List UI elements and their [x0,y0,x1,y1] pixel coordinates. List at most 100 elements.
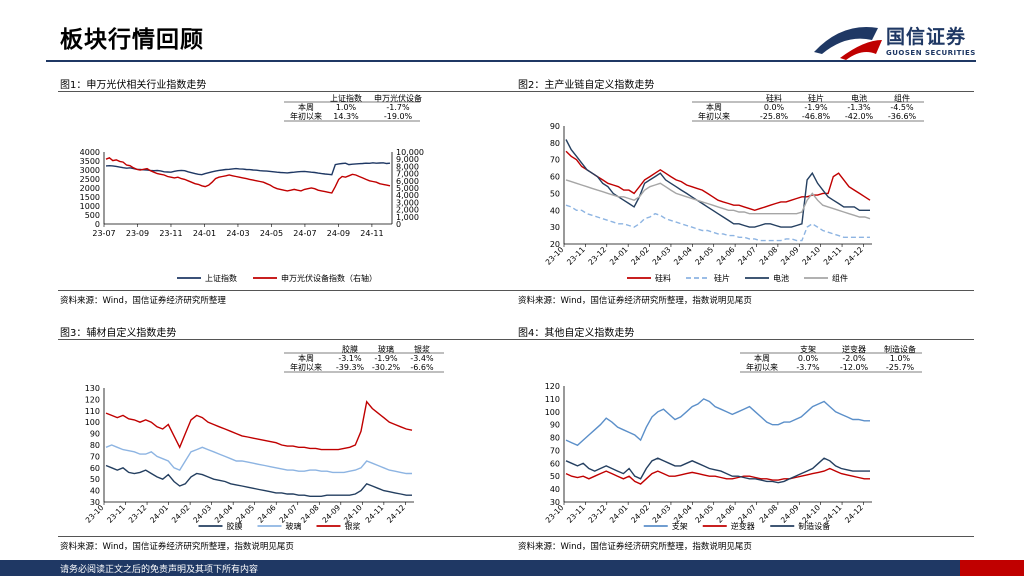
series-line [565,150,871,212]
stat-row-label: 年初以来 [290,111,322,121]
panel-c3: 图3：辅材自定义指数走势 胶膜 玻璃 银浆 本周 -3.1% -1.9% -3.4% 年初以来… [58,322,516,552]
x-tick-label: 23-10 [544,245,566,267]
x-tick-label: 24-08 [758,503,780,525]
logo-text-en: GUOSEN SECURITIES [886,49,976,57]
x-tick-label: 24-12 [843,503,865,525]
chart-title: 图1：申万光伏相关行业指数走势 [60,80,207,91]
stat-row-label: 本周 [706,102,722,112]
chart-title: 图4：其他自定义指数走势 [518,328,635,339]
stat-col-header: 申万光伏设备 [374,93,422,103]
footer-disclaimer: 请务必阅读正文之后的免责声明及其项下所有内容 [60,565,259,575]
x-tick-label: 24-11 [363,503,385,525]
stat-value: -2.0% [842,354,866,363]
stat-value: -3.1% [338,354,362,363]
panel-header: 图1：申万光伏相关行业指数走势 [58,74,516,92]
x-tick-label: 24-09 [779,245,801,267]
x-tick-label: 24-12 [385,503,407,525]
stat-value: -1.7% [386,103,410,112]
x-tick-label: 24-01 [193,229,216,238]
y2-tick-label: 8,000 [396,162,419,171]
stat-row-label: 年初以来 [698,111,730,121]
stat-row-label: 年初以来 [746,362,778,372]
series-line [565,139,870,228]
legend-label: 硅片 [714,273,730,283]
series-line [105,464,412,498]
legend-label: 制造设备 [798,521,830,531]
y-tick-label: 100 [545,408,560,417]
stat-row-label: 本周 [298,353,314,363]
x-tick-label: 24-11 [822,245,844,267]
y-tick-label: 80 [550,434,560,443]
y-tick-label: 30 [550,223,560,232]
stat-value: 1.0% [336,103,357,112]
x-tick-label: 23-11 [105,503,127,525]
y-tick-label: 50 [90,475,100,484]
stat-value: -6.6% [410,363,434,372]
y2-tick-label: 0 [396,220,401,229]
y-tick-label: 1500 [80,193,100,202]
stat-col-header: 银浆 [414,344,430,354]
x-tick-label: 24-05 [260,229,283,238]
title-rule [46,60,976,62]
y-tick-label: 90 [550,122,560,131]
stat-col-header: 支架 [800,344,816,354]
source-note: 资料来源：Wind，国信证券经济研究所整理，指数说明见尾页 [516,536,974,552]
stat-col-header: 胶膜 [342,344,358,354]
x-tick-label: 24-06 [715,245,737,267]
legend-label: 电池 [773,273,789,283]
stat-col-header: 组件 [894,93,910,103]
y-tick-label: 20 [550,240,560,249]
chart-title: 图3：辅材自定义指数走势 [60,328,177,339]
stat-value: -1.3% [847,103,871,112]
legend-label: 玻璃 [286,521,302,531]
y-tick-label: 50 [550,472,560,481]
x-tick-label: 23-10 [544,503,566,525]
x-tick-label: 24-09 [320,503,342,525]
stat-value: -39.3% [336,363,365,372]
series-line [105,162,391,176]
legend-label: 组件 [832,273,848,283]
page-title: 板块行情回顾 [60,27,204,53]
x-tick-label: 24-11 [360,229,383,238]
y-tick-label: 110 [545,395,560,404]
x-tick-label: 24-01 [608,245,630,267]
stat-row-label: 本周 [754,353,770,363]
y-tick-label: 3000 [80,166,100,175]
y-tick-label: 80 [550,139,560,148]
y-tick-label: 80 [90,441,100,450]
y-tick-label: 2000 [80,184,100,193]
x-tick-label: 24-12 [843,245,865,267]
chart-title: 图2：主产业链自定义指数走势 [518,80,655,91]
x-tick-label: 23-10 [84,503,106,525]
y-tick-label: 60 [90,464,100,473]
y2-tick-label: 7,000 [396,170,419,179]
guosen-logo-icon [814,27,882,60]
source-note: 资料来源：Wind，国信证券经济研究所整理 [58,290,516,306]
x-tick-label: 24-01 [608,503,630,525]
x-tick-label: 24-02 [629,245,651,267]
stat-col-header: 制造设备 [884,344,916,354]
x-tick-label: 24-10 [800,245,822,267]
logo-text-cn: 国信证券 [886,26,967,48]
panel-c2: 图2：主产业链自定义指数走势 硅料 硅片 电池 组件 本周 0.0% -1.9% -1.3% -… [516,74,974,306]
x-tick-label: 24-03 [651,245,673,267]
y-tick-label: 120 [85,395,100,404]
y-tick-label: 120 [545,382,560,391]
stat-value: -46.8% [802,112,831,121]
x-tick-label: 24-09 [327,229,350,238]
x-tick-label: 24-03 [651,503,673,525]
legend-label: 胶膜 [227,521,243,531]
stat-col-header: 上证指数 [330,93,362,103]
y2-tick-label: 10,000 [396,148,424,157]
source-note: 资料来源：Wind，国信证券经济研究所整理，指数说明见尾页 [516,290,974,306]
y-tick-label: 70 [550,156,560,165]
y-tick-label: 50 [550,189,560,198]
stat-value: -1.9% [804,103,828,112]
x-tick-label: 24-02 [629,503,651,525]
x-tick-label: 24-07 [736,245,758,267]
y2-tick-label: 4,000 [396,191,419,200]
y2-tick-label: 6,000 [396,177,419,186]
stat-value: 0.0% [764,103,785,112]
source-note: 资料来源：Wind，国信证券经济研究所整理，指数说明见尾页 [58,536,516,552]
